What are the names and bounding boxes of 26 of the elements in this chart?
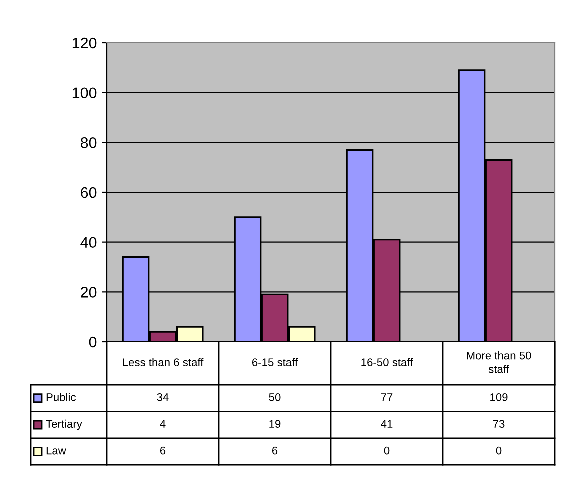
y-tick-label: 20 <box>81 287 97 298</box>
data-label: 0 <box>384 446 390 455</box>
x-tick-label: 16-50 staff <box>362 358 414 366</box>
data-label: 19 <box>270 420 281 428</box>
data-label: 6 <box>160 446 166 455</box>
x-tick-label: Less than 6 staff <box>123 358 204 366</box>
y-tick-label: 120 <box>72 38 97 49</box>
y-tick-label: 80 <box>80 138 97 148</box>
legend-label: Law <box>46 446 66 455</box>
data-label: 73 <box>493 420 505 428</box>
legend-label: Tertiary <box>46 420 82 430</box>
data-label: 0 <box>496 446 502 455</box>
data-label: 34 <box>157 393 169 402</box>
data-label: 109 <box>490 393 508 402</box>
y-tick-label: 0 <box>89 336 97 348</box>
data-label: 50 <box>269 393 281 402</box>
y-tick-label: 60 <box>81 187 97 198</box>
data-label: 41 <box>381 420 393 428</box>
data-label: 6 <box>272 446 278 455</box>
x-tick-label: 6-15 staff <box>252 358 298 366</box>
legend-label: Public <box>46 393 76 402</box>
x-tick-label: More than 50 staff <box>467 352 532 374</box>
data-label: 4 <box>160 420 166 428</box>
y-tick-label: 40 <box>80 237 97 248</box>
y-tick-label: 100 <box>72 88 97 99</box>
data-label: 77 <box>381 394 393 402</box>
